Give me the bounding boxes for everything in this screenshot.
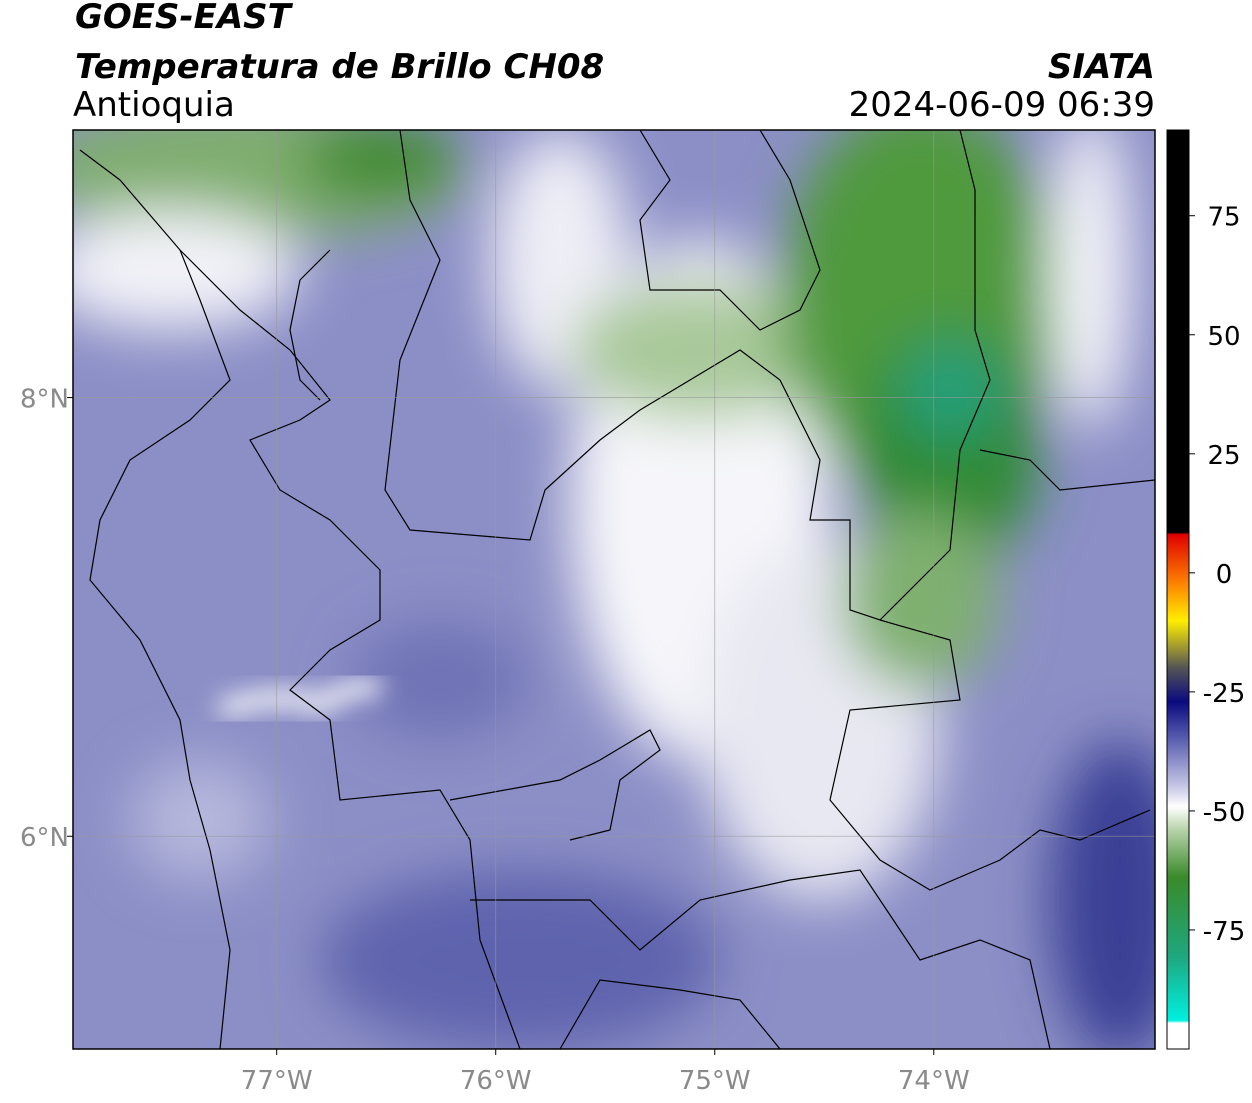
lon-label: 77°W	[241, 1066, 313, 1096]
lat-label: 6°N	[20, 823, 69, 853]
colorbar-tick-label: -25	[1203, 679, 1245, 709]
colorbar-tick-label: 0	[1216, 560, 1233, 590]
lon-label: 75°W	[679, 1066, 751, 1096]
colorbar-tick-label: 75	[1207, 203, 1240, 233]
colorbar-tick-label: 50	[1207, 322, 1240, 352]
map-field	[73, 130, 1155, 1049]
satellite: GOES-EAST	[75, 0, 294, 37]
region: Antioquia	[73, 85, 235, 125]
agency: SIATA	[1048, 47, 1155, 87]
colorbar-tick-label: -50	[1203, 798, 1245, 828]
lon-label: 74°W	[898, 1066, 970, 1096]
datetime: 2024-06-09 06:39	[849, 85, 1155, 125]
lon-label: 76°W	[460, 1066, 532, 1096]
lat-label: 8°N	[20, 385, 69, 415]
colorbar	[1166, 129, 1190, 1050]
map-frame	[72, 129, 1156, 1050]
product: Temperatura de Brillo CH08	[75, 47, 604, 87]
colorbar-tick-label: -75	[1203, 917, 1245, 947]
colorbar-tick-label: 25	[1207, 441, 1240, 471]
